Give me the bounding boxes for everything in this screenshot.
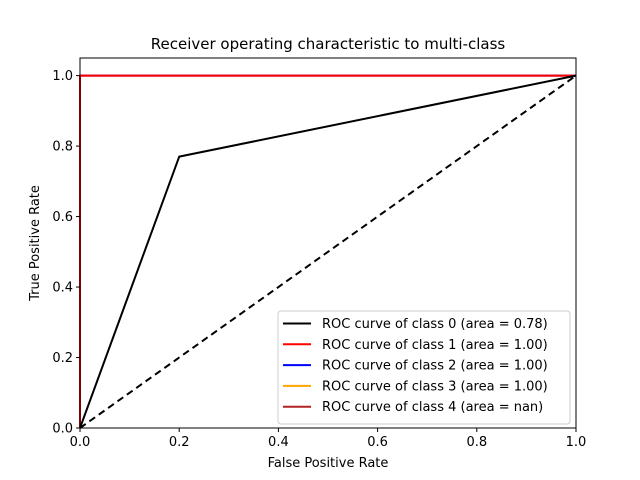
y-tick-label: 0.4 [52,281,73,296]
y-tick-label: 1.0 [52,69,73,84]
x-tick-label: 0.2 [169,435,190,450]
chart-title: Receiver operating characteristic to mul… [151,35,506,53]
reference-diagonal-line [79,74,577,429]
x-tick-label: 1.0 [566,435,587,450]
y-tick-label: 0.8 [52,140,73,155]
x-tick-label: 0.4 [268,435,289,450]
y-tick-label: 0.2 [52,351,73,366]
x-tick-label: 0.8 [466,435,487,450]
legend-label-class-4: ROC curve of class 4 (area = nan) [322,400,543,415]
series-line-class-0 [79,74,577,429]
y-tick-label: 0.6 [52,210,73,225]
x-axis-label: False Positive Rate [268,456,389,471]
legend-box [277,310,571,425]
x-tick-label: 0.0 [70,435,91,450]
y-tick-label: 0.0 [52,422,73,437]
legend-label-class-2: ROC curve of class 2 (area = 1.00) [322,359,548,374]
legend-label-class-1: ROC curve of class 1 (area = 1.00) [322,338,548,353]
legend-label-class-0: ROC curve of class 0 (area = 0.78) [322,317,548,332]
axis-ticks: 0.0 0.2 0.4 0.6 0.8 1.0 0.0 0.2 0.4 0.6 0.8 1.0 [52,69,586,450]
y-axis-label: True Positive Rate [28,185,43,302]
legend: ROC curve of class 0 (area = 0.78) ROC cu… [277,310,571,425]
plot-frame [79,57,577,429]
x-tick-label: 0.6 [367,435,388,450]
legend-label-class-3: ROC curve of class 3 (area = 1.00) [322,379,548,394]
